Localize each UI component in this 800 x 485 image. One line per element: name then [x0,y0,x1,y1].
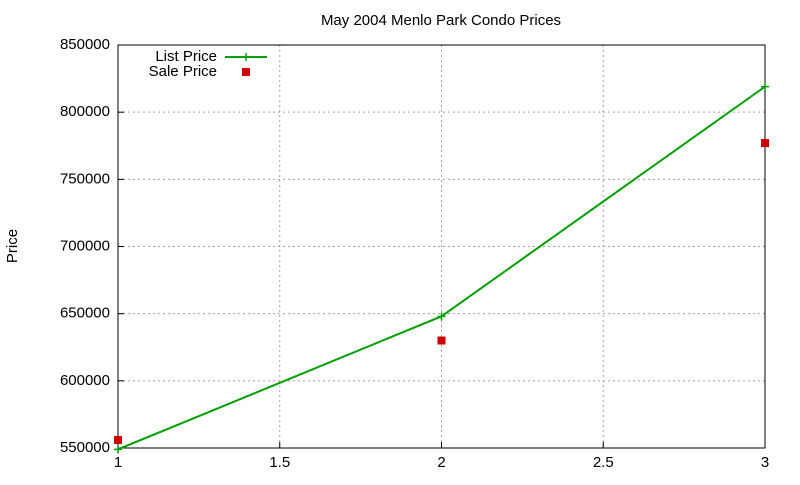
legend-label: Sale Price [149,63,217,80]
legend-label: List Price [155,48,217,65]
y-tick-label: 800000 [60,103,110,120]
y-tick-label: 550000 [60,439,110,456]
plot-frame [117,44,766,449]
x-tick-label: 3 [761,454,769,471]
marker [761,139,769,148]
x-tick-label: 1.5 [269,454,290,471]
marker [242,68,250,76]
y-tick-label: 700000 [60,237,110,254]
x-tick-label: 2.5 [593,454,614,471]
marker [242,53,250,61]
marker [761,82,769,91]
marker [114,445,122,454]
marker [437,312,446,321]
marker [114,435,122,444]
x-tick-label: 2 [437,454,445,471]
y-tick-label: 600000 [60,372,110,389]
marker [437,336,446,345]
y-tick-label: 850000 [60,36,110,53]
y-tick-label: 750000 [60,170,110,187]
chart-title: May 2004 Menlo Park Condo Prices [321,12,561,29]
y-tick-label: 650000 [60,305,110,322]
x-tick-label: 1 [114,454,122,471]
y-axis-label: Price [4,229,21,263]
